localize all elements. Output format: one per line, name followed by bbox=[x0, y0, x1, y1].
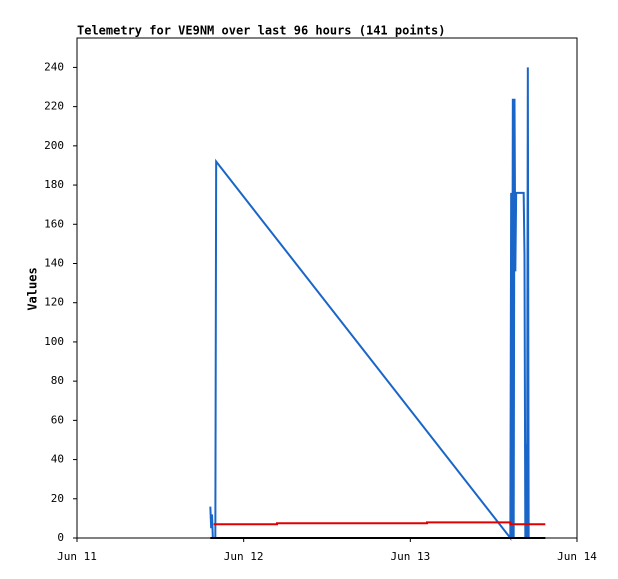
y-tick-label: 180 bbox=[44, 178, 64, 191]
y-tick-label: 220 bbox=[44, 100, 64, 113]
y-tick-label: 120 bbox=[44, 296, 64, 309]
y-tick-label: 240 bbox=[44, 60, 64, 73]
chart-title: Telemetry for VE9NM over last 96 hours (… bbox=[77, 24, 445, 38]
y-axis-label: Values bbox=[26, 267, 40, 310]
y-tick-label: 140 bbox=[44, 256, 64, 269]
y-tick-label: 0 bbox=[57, 531, 64, 544]
y-tick-label: 160 bbox=[44, 217, 64, 230]
plot-frame bbox=[76, 37, 578, 539]
series-line bbox=[209, 67, 530, 541]
y-tick-label: 40 bbox=[51, 453, 64, 466]
x-tick-label: Jun 14 bbox=[557, 550, 597, 563]
y-tick-label: 200 bbox=[44, 139, 64, 152]
y-tick-label: 20 bbox=[51, 492, 64, 505]
series-line bbox=[213, 521, 546, 526]
x-tick-label: Jun 13 bbox=[390, 550, 430, 563]
y-tick-label: 80 bbox=[51, 374, 64, 387]
y-tick-label: 100 bbox=[44, 335, 64, 348]
y-tick-label: 60 bbox=[51, 413, 64, 426]
x-tick-label: Jun 12 bbox=[224, 550, 264, 563]
x-tick-label: Jun 11 bbox=[57, 550, 97, 563]
